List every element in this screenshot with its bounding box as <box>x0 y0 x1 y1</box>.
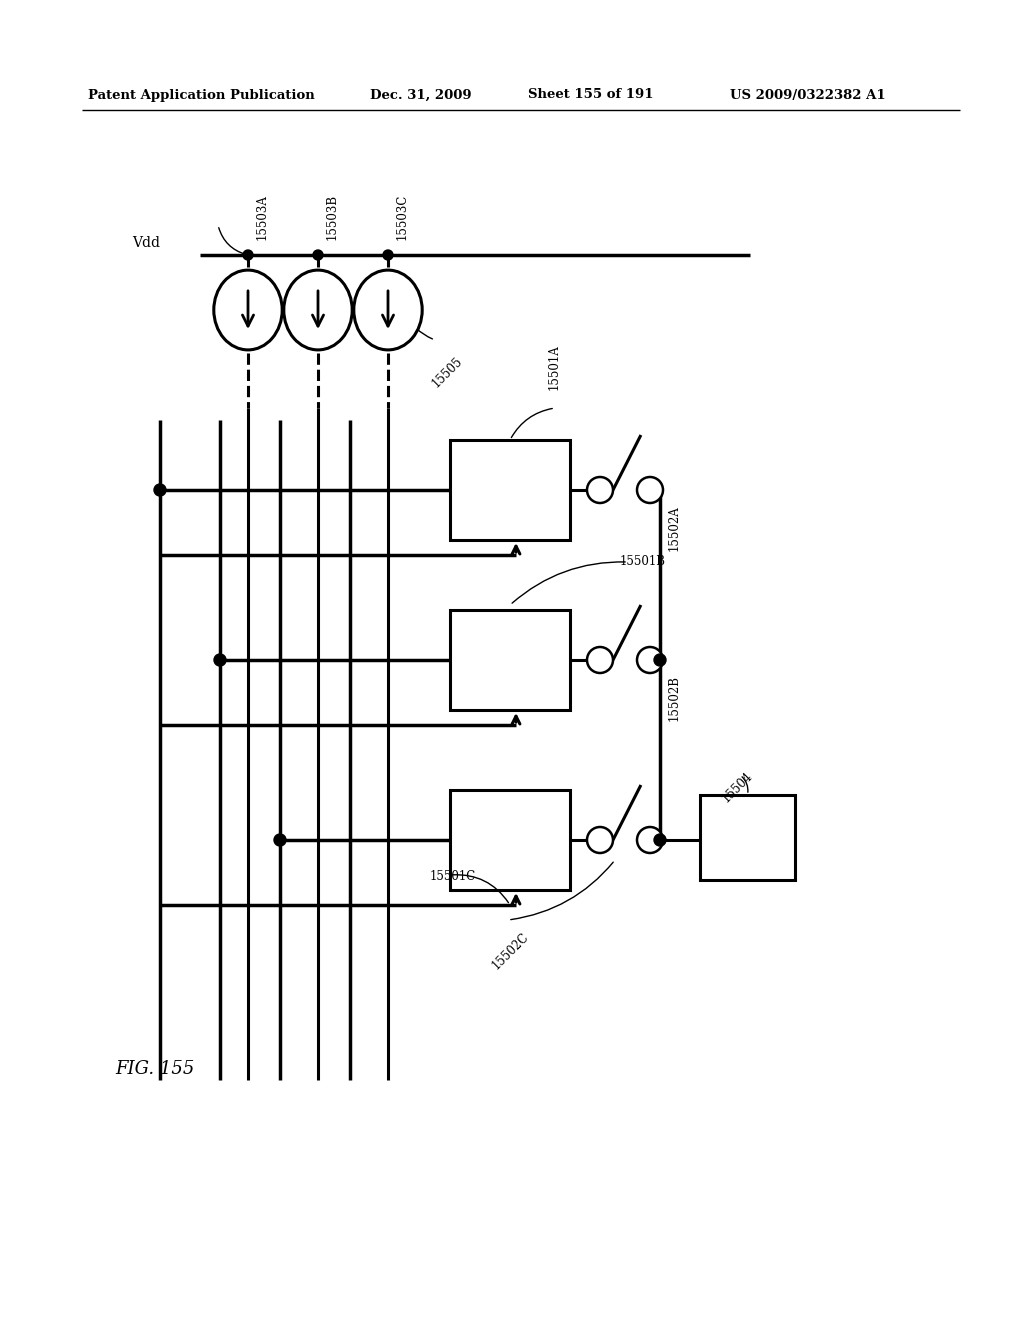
Circle shape <box>243 249 253 260</box>
Text: Sheet 155 of 191: Sheet 155 of 191 <box>528 88 653 102</box>
Ellipse shape <box>284 271 352 350</box>
Text: 15502A: 15502A <box>668 506 681 550</box>
Text: 15501B: 15501B <box>620 554 666 568</box>
Text: 15501A: 15501A <box>548 345 561 389</box>
Circle shape <box>637 647 663 673</box>
Ellipse shape <box>214 271 283 350</box>
Bar <box>450 440 570 540</box>
Text: Dec. 31, 2009: Dec. 31, 2009 <box>370 88 472 102</box>
Circle shape <box>587 647 613 673</box>
Circle shape <box>313 249 323 260</box>
Ellipse shape <box>354 271 422 350</box>
Circle shape <box>654 834 666 846</box>
Bar <box>700 795 795 880</box>
Circle shape <box>274 834 286 846</box>
Text: 15503C: 15503C <box>396 194 409 240</box>
Text: US 2009/0322382 A1: US 2009/0322382 A1 <box>730 88 886 102</box>
Circle shape <box>154 484 166 496</box>
Text: Patent Application Publication: Patent Application Publication <box>88 88 314 102</box>
Text: 15503B: 15503B <box>326 194 339 240</box>
Circle shape <box>637 828 663 853</box>
Text: 15502B: 15502B <box>668 675 681 721</box>
Text: Vdd: Vdd <box>132 236 160 249</box>
Text: 15505: 15505 <box>430 355 466 391</box>
Bar <box>450 610 570 710</box>
Text: 15504: 15504 <box>720 770 756 805</box>
Bar <box>450 789 570 890</box>
Circle shape <box>214 653 226 667</box>
Text: 15502C: 15502C <box>490 931 531 972</box>
Circle shape <box>383 249 393 260</box>
Text: FIG. 155: FIG. 155 <box>115 1060 195 1078</box>
Text: 15503A: 15503A <box>256 194 269 240</box>
Circle shape <box>587 828 613 853</box>
Circle shape <box>637 477 663 503</box>
Text: 15501C: 15501C <box>430 870 476 883</box>
Circle shape <box>587 477 613 503</box>
Circle shape <box>654 653 666 667</box>
